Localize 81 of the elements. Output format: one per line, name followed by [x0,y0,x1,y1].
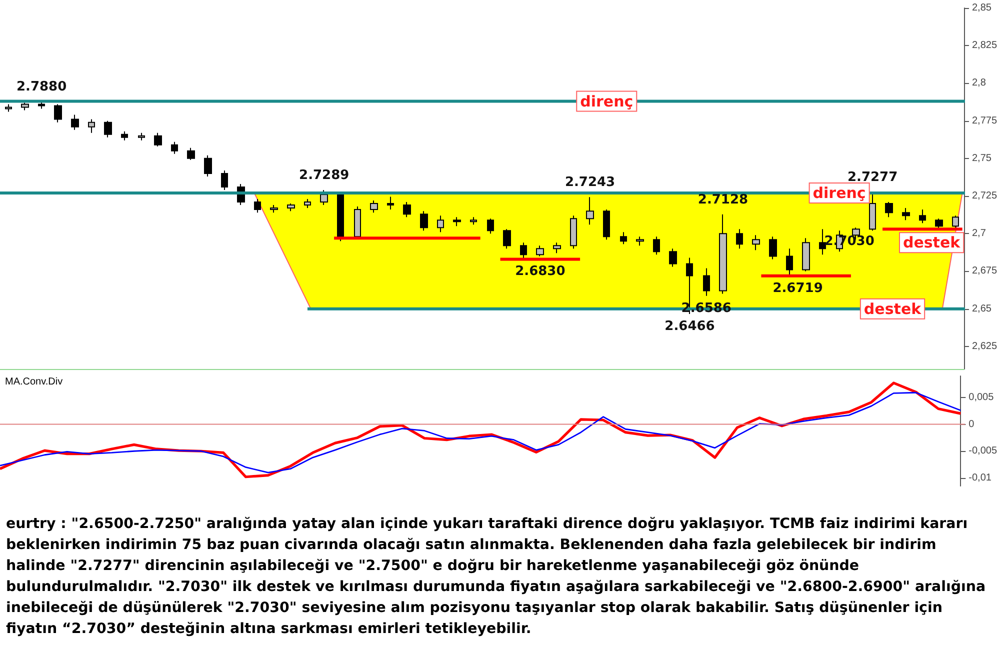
candlestick [5,104,12,112]
annotation: 2.7128 [698,192,748,208]
candlestick [187,147,195,160]
ref-line-label: destek [902,234,962,252]
y-tick-label: -0,01 [968,472,992,484]
candlestick [819,228,826,256]
candlestick [221,170,228,191]
candlestick [470,216,477,226]
annotation: 2.7880 [16,79,67,94]
candlestick [503,228,511,250]
candlestick [719,214,727,294]
candlestick [254,198,261,214]
y-tick-label: 2,8 [972,78,986,89]
candlestick [204,154,212,177]
y-tick-label: 0 [968,418,975,430]
candlestick [453,216,461,227]
candlestick [403,202,411,218]
candlestick [104,120,112,138]
y-tick-label: 2,85 [972,2,992,14]
y-tick-label: 2,775 [972,115,998,126]
candlestick [786,248,793,276]
candlestick [653,236,660,256]
candlestick [736,228,743,250]
ref-line-label: direnç [580,92,634,110]
candlestick [902,208,910,221]
candlestick [919,209,926,224]
candlestick [952,215,959,228]
candlestick [752,234,760,251]
candlestick [337,192,344,242]
candlestick [553,242,561,254]
chart-title: MA.Conv.Div [5,376,63,388]
annotation: 2.6719 [772,280,823,296]
candlestick [387,196,394,210]
candlestick [21,102,29,111]
candlestick [154,132,162,147]
candlestick [935,218,943,230]
candlestick [885,202,893,218]
candlestick [536,245,544,257]
y-tick-label: 2,725 [972,190,998,202]
candlestick [520,242,527,260]
y-tick-label: 0,005 [968,392,994,403]
candlestick [270,204,278,214]
candlestick [802,238,810,272]
candlestick [703,268,710,296]
y-tick-label: 2,625 [972,340,998,352]
ref-line-label: destek [864,300,922,318]
candlestick [620,232,627,245]
candlestick [54,104,62,123]
candlestick [570,215,577,250]
ref-line-label: direnç [812,184,866,202]
annotation: 2.7243 [564,175,616,190]
annotation: 2.7289 [299,168,350,184]
line-series [0,392,962,474]
candlestick [88,118,95,134]
candlestick [487,218,494,234]
text: eurtry : "2.6500-2.7250" aralığında yatay alan içinde yukarı taraftaki dirence doğru yaklaşıyor. TCMB faiz indirimi kararı beklenirken indirimin 75 baz puan civarında olacağı satın alınmakta. Beklenenden daha fazla gelebilecek bir indirim halinde "2.7277" direncinin aşılabileceği ve "2.7500" e doğru bir hareketlenme yaşanabileceği göz önünde bulundurulmalıdır. "2.7030" ilk destek ve kırılması durumunda fiyatın aşağılara sarkabileceği ve "2.6800-2.6900" aralığına inebileceği de düşünülerek "2.7030" seviyesine alım pozisyonu taşıyanlar stop olarak bakabilir. Satış düşünenler için fiyatın “2.7030” desteğinin altına sarkması emirleri tetikleyebilir. [6,515,987,639]
candlestick [121,130,128,141]
annotation: 2.6586 [681,300,732,316]
y-tick-label: 2,65 [972,303,992,314]
candlestick [586,196,594,226]
y-tick-label: 2,825 [972,40,998,52]
annotation: 2.7277 [847,170,898,185]
candlestick [370,200,378,214]
candlestick [287,203,295,212]
candlestick [669,248,677,268]
candlestick [171,141,178,154]
candlestick [320,190,328,206]
candlestick [420,210,428,232]
candlestick [304,198,311,209]
candlestick [71,114,79,130]
y-tick-label: -0,005 [968,446,998,457]
candlestick [603,209,610,240]
candlestick [769,236,777,260]
y-tick-label: 2,7 [972,228,986,240]
candlestick [138,132,145,141]
annotation: 2.6830 [515,264,566,280]
candlestick [437,215,444,233]
annotation: 2.6466 [664,318,715,334]
y-tick-label: 2,75 [972,152,992,164]
y-tick-label: 2,675 [972,266,998,277]
candlestick [636,236,644,246]
